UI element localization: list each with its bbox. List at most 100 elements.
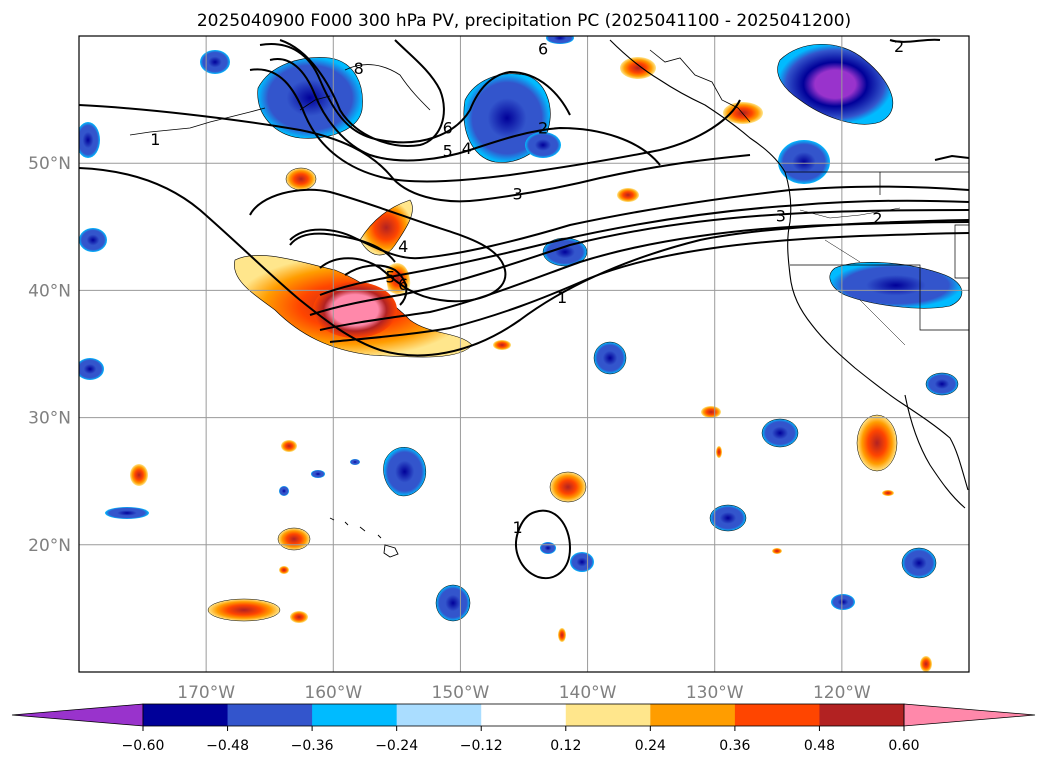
colorbar-segment xyxy=(565,704,651,726)
precip-negative-area xyxy=(435,584,471,622)
pv-contour-label: 6 xyxy=(538,40,548,59)
y-tick-label: 20°N xyxy=(28,536,71,556)
pv-contour-label: 5 xyxy=(385,267,395,286)
colorbar: −0.60 −0.48 −0.36 −0.24 −0.12 0.12 0.24 0.36 0.4… xyxy=(11,703,1036,754)
precip-negative-area xyxy=(525,132,561,158)
colorbar-tick-label: 0.36 xyxy=(719,738,750,754)
precip-negative-area xyxy=(593,341,627,375)
colorbar-segment xyxy=(734,704,820,726)
precip-positive-area xyxy=(549,471,587,503)
pv-contour-label: 3 xyxy=(513,185,523,204)
x-tick-labels: 170°W 160°W 150°W 140°W 130°W 120°W xyxy=(177,683,871,703)
y-tick-label: 50°N xyxy=(28,154,71,174)
coastline-alaska xyxy=(299,64,431,111)
pv-contour-8 xyxy=(279,39,445,147)
pv-contour-3 xyxy=(309,209,969,316)
colorbar-segment xyxy=(312,704,398,726)
political-borders xyxy=(785,171,969,331)
precip-positive-area xyxy=(290,611,308,623)
precip-positive-area xyxy=(716,446,722,458)
colorbar-extend-max xyxy=(903,703,1036,727)
precip-positive-area xyxy=(856,414,898,472)
pv-contours xyxy=(79,38,969,580)
precip-positive-area xyxy=(493,340,511,350)
pv-contour-1 xyxy=(79,167,969,357)
pv-contour-2 xyxy=(249,188,507,303)
pv-contour-label: 3 xyxy=(776,206,786,225)
pv-contour-2 xyxy=(319,221,969,331)
colorbar-tick-label: 0.48 xyxy=(804,738,835,754)
precip-positive-area xyxy=(701,406,721,418)
colorbar-segment xyxy=(650,704,736,726)
precip-negative-area xyxy=(540,542,556,554)
x-tick-label: 160°W xyxy=(304,683,362,703)
x-tick-label: 120°W xyxy=(813,683,871,703)
pv-contour-6 xyxy=(259,43,571,144)
pv-contour-label: 4 xyxy=(398,237,408,256)
x-tick-label: 140°W xyxy=(559,683,617,703)
precip-negative-area xyxy=(778,140,830,184)
precip-negative-area xyxy=(761,418,799,448)
pv-contour-4 xyxy=(289,232,396,263)
colorbar-tick-label: −0.60 xyxy=(122,738,165,754)
precip-negative-area xyxy=(383,447,427,497)
precip-negative-area xyxy=(925,372,959,396)
pv-contour-label: 4 xyxy=(462,139,472,158)
precip-positive-area xyxy=(281,440,297,452)
precip-positive-area xyxy=(620,57,656,79)
coastline-north-america xyxy=(609,39,969,491)
pv-contour-label: 6 xyxy=(443,119,453,138)
precip-negative-area xyxy=(257,57,363,139)
precip-positive-area xyxy=(558,628,566,642)
pv-contour-label: 2 xyxy=(538,119,548,138)
colorbar-tick-label: −0.12 xyxy=(460,738,503,754)
x-tick-label: 130°W xyxy=(686,683,744,703)
pv-contour-label: 8 xyxy=(354,59,364,78)
colorbar-tick-label: −0.48 xyxy=(206,738,249,754)
precip-negative-area xyxy=(279,486,289,496)
precip-positive-area xyxy=(723,102,763,124)
precip-negative-area xyxy=(901,547,937,579)
precipitation-shading xyxy=(79,36,963,672)
colorbar-segment xyxy=(143,704,229,726)
coastline-baja xyxy=(904,394,966,509)
precip-negative-area xyxy=(709,504,747,532)
pv-contour-2 xyxy=(319,199,969,296)
pv-contour-5 xyxy=(269,58,661,166)
precip-negative-area xyxy=(79,122,100,158)
pv-contour-label: 1 xyxy=(557,288,567,307)
precip-positive-area xyxy=(285,167,317,191)
precip-positive-area xyxy=(313,282,397,338)
colorbar-segment xyxy=(396,704,482,726)
precip-positive-area xyxy=(279,566,289,574)
colorbar-frame xyxy=(142,703,905,727)
pv-contour-label: 2 xyxy=(872,209,882,228)
map-frame xyxy=(78,35,970,673)
y-tick-label: 30°N xyxy=(28,409,71,429)
precip-negative-area xyxy=(546,36,574,44)
precip-positive-area xyxy=(617,188,639,202)
colorbar-segment xyxy=(481,704,567,726)
colorbar-tick-label: −0.24 xyxy=(375,738,418,754)
precip-positive-area xyxy=(882,490,894,496)
pv-contour-2 xyxy=(889,38,969,161)
pv-contour-label: 1 xyxy=(513,518,523,537)
precip-positive-area xyxy=(920,656,932,672)
y-tick-label: 40°N xyxy=(28,281,71,301)
precip-positive-area xyxy=(130,464,148,486)
pv-contour-4 xyxy=(249,68,741,183)
x-tick-label: 170°W xyxy=(177,683,235,703)
precip-negative-area xyxy=(79,228,107,252)
precip-negative-area xyxy=(831,594,855,610)
precip-negative-area xyxy=(570,552,594,572)
precip-negative-area xyxy=(105,507,149,519)
precip-positive-area xyxy=(772,548,782,554)
precip-negative-area xyxy=(777,44,894,125)
pv-contour-6 xyxy=(344,264,408,306)
pv-contour-label: 2 xyxy=(894,37,904,56)
coastline-aleutians xyxy=(129,107,266,136)
map-gridlines xyxy=(79,36,969,672)
